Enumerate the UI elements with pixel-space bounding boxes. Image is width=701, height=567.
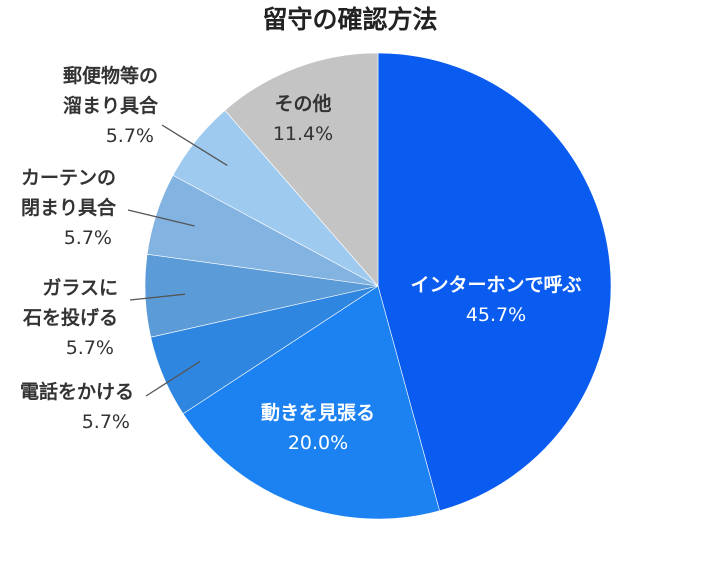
slice-label-1: 動きを見張る	[261, 402, 375, 424]
slice-label-6: その他	[274, 92, 331, 115]
pie-slice-1	[182, 285, 440, 520]
leader-line-4	[127, 209, 195, 227]
slice-label-5-line-1: 溜まり具合	[63, 94, 159, 117]
slice-value-label-5: 5.7%	[106, 125, 154, 147]
slice-label-4-line-1: 閉まり具合	[21, 196, 117, 219]
leader-line-5	[161, 124, 228, 167]
slice-value-label-6: 11.4%	[273, 123, 333, 145]
pie-slice-6	[224, 52, 379, 287]
slice-value-label-2: 5.7%	[82, 411, 130, 433]
slice-value-label-3: 5.7%	[66, 337, 114, 359]
pie-slices	[144, 52, 612, 520]
chart-title: 留守の確認方法	[262, 5, 437, 34]
slice-labels: インターホンで呼ぶ 45.7% 動きを見張る 20.0% 電話をかける 5.7% ガラスに石…	[20, 64, 582, 454]
pie-slice-0	[377, 52, 612, 512]
slice-label-3-line-1: 石を投げる	[22, 306, 118, 329]
slice-value-label-4: 5.7%	[64, 227, 112, 249]
slice-label-5-line-0: 郵便物等の	[63, 64, 158, 87]
slice-label-2-line-0: 電話をかける	[20, 380, 134, 403]
slice-value-label-1: 20.0%	[288, 432, 348, 454]
slice-label-0: インターホンで呼ぶ	[410, 274, 581, 296]
slice-label-3-line-0: ガラスに	[42, 277, 118, 299]
slice-value-label-0: 45.7%	[466, 304, 526, 326]
leader-line-2	[145, 360, 201, 397]
leader-lines	[127, 124, 228, 397]
slice-label-4-line-0: カーテンの	[21, 167, 116, 189]
leader-line-3	[129, 293, 186, 301]
